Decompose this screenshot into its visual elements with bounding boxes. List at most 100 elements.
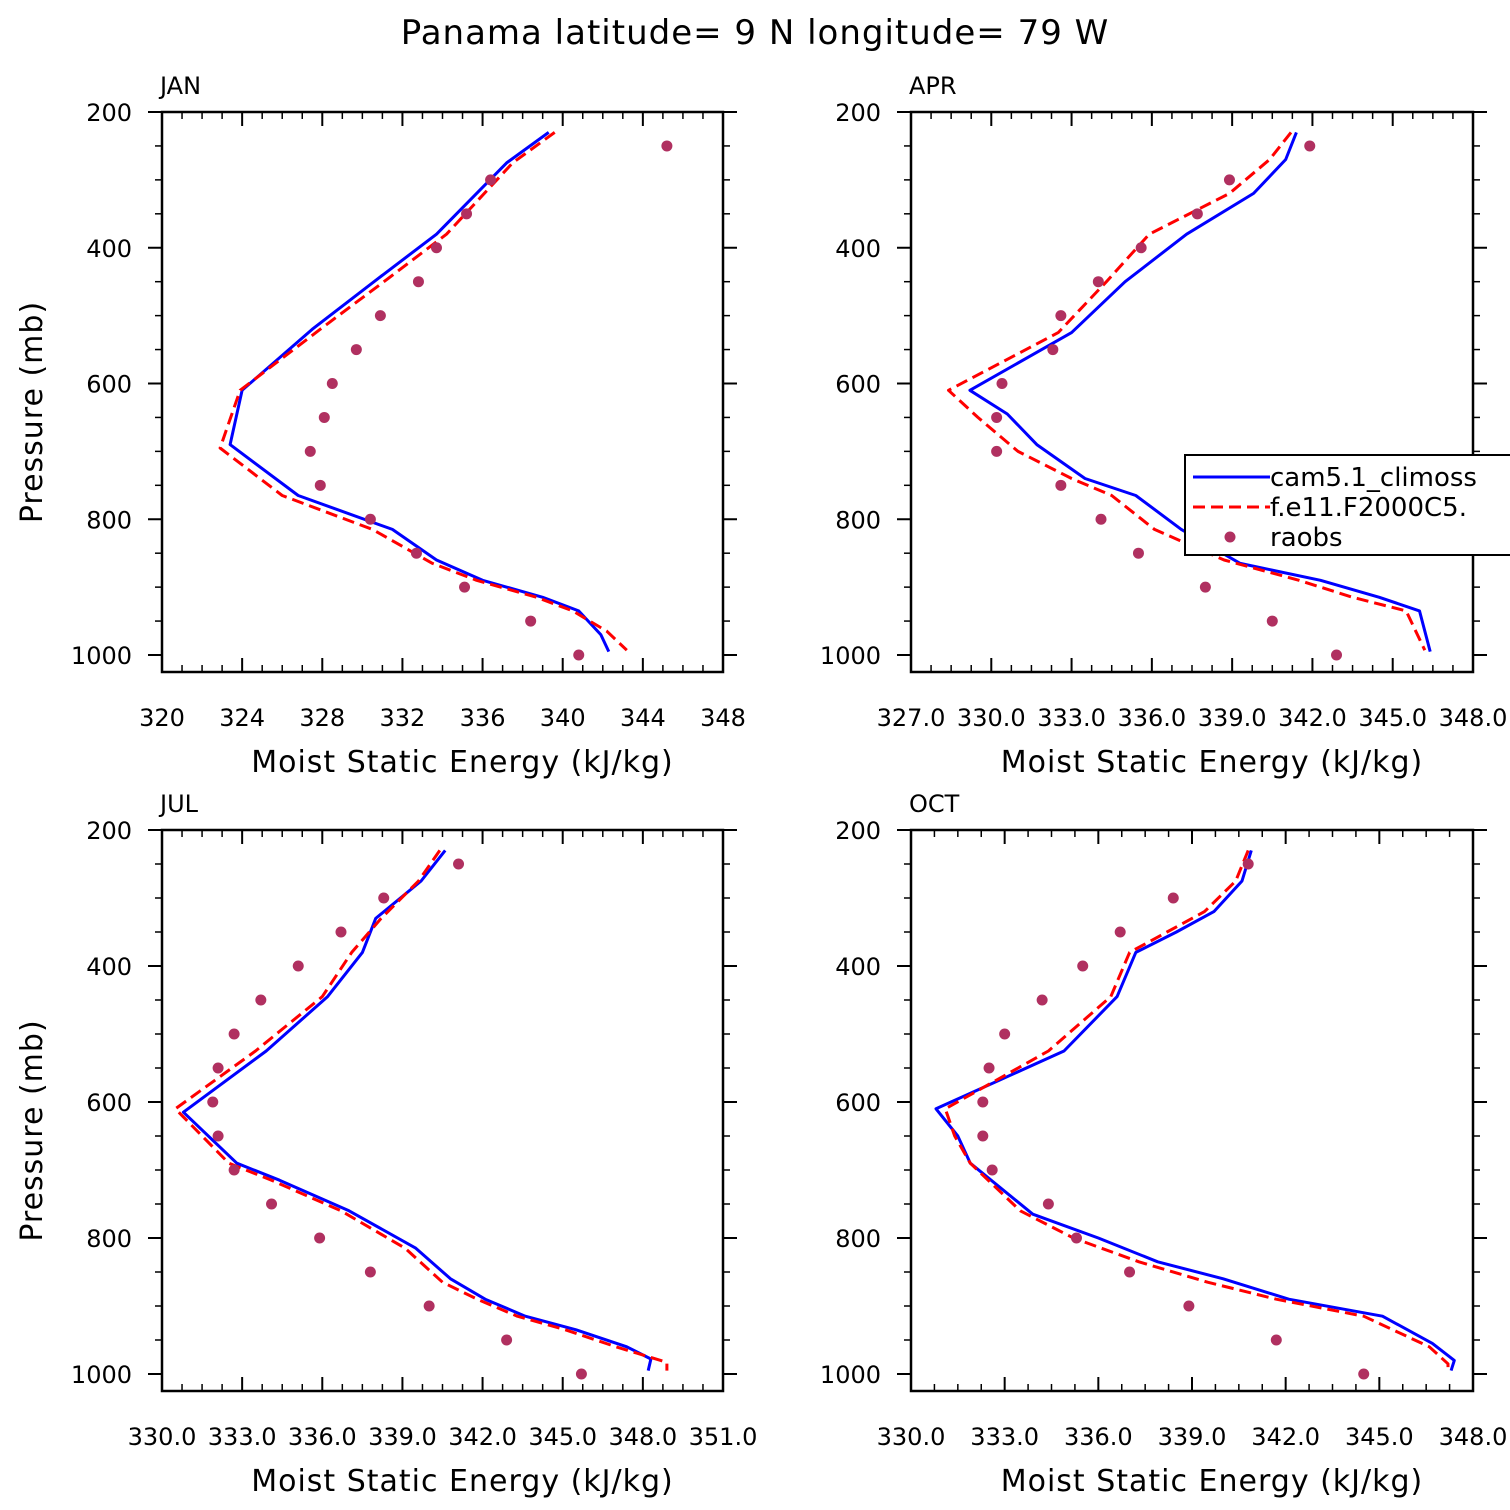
raobs-point <box>1070 1232 1082 1244</box>
raobs-point <box>573 649 585 661</box>
series-line-f-e11 <box>218 131 628 652</box>
raobs-point <box>1331 649 1343 661</box>
x-tick-label: 339.0 <box>368 1423 437 1451</box>
series-raobs <box>977 858 1370 1380</box>
legend-label: raobs <box>1270 523 1343 553</box>
raobs-point <box>1036 994 1048 1006</box>
series-line-f-e11 <box>943 849 1450 1371</box>
raobs-point <box>1304 140 1316 152</box>
panel-oct: OCT 330.0 333.0 336.0 339.0 342.0 345.0 348.0 20… <box>820 790 1507 1499</box>
raobs-point <box>485 174 497 186</box>
x-tick-label: 345.0 <box>1358 704 1427 732</box>
raobs-point <box>1077 960 1089 972</box>
raobs-point <box>1124 1266 1136 1278</box>
x-tick-label: 327.0 <box>877 704 946 732</box>
raobs-point <box>423 1300 435 1312</box>
x-tick-label: 351.0 <box>689 1423 758 1451</box>
series-line-cam5 <box>968 131 1432 652</box>
x-tick-label: 340 <box>540 704 586 732</box>
legend-box <box>1184 454 1510 556</box>
raobs-point <box>228 1028 240 1040</box>
raobs-point <box>430 242 442 254</box>
raobs-point <box>1223 174 1235 186</box>
y-tick-label: 1000 <box>820 1361 881 1389</box>
x-tick-label: 336 <box>460 704 506 732</box>
series-line-f-e11 <box>947 131 1427 651</box>
raobs-point <box>1242 858 1254 870</box>
raobs-point <box>292 960 304 972</box>
y-axis-label: Pressure (mb) <box>15 1019 50 1241</box>
raobs-point <box>255 994 267 1006</box>
raobs-point <box>410 547 422 559</box>
raobs-point <box>1135 242 1147 254</box>
y-tick-label: 400 <box>835 953 881 981</box>
raobs-point <box>991 411 1003 423</box>
legend-label: f.e11.F2000C5. <box>1270 493 1467 523</box>
panel-apr: APR 327.0 330.0 333.0 336.0 339.0 342.0 345.0 34… <box>820 72 1507 780</box>
panel-title: APR <box>909 72 957 100</box>
raobs-point <box>1042 1198 1054 1210</box>
raobs-point <box>1055 310 1067 322</box>
x-tick-label: 339.0 <box>1158 1423 1227 1451</box>
raobs-point <box>207 1096 219 1108</box>
x-tick-label: 324 <box>219 704 265 732</box>
raobs-point <box>977 1096 989 1108</box>
raobs-point <box>1047 344 1059 356</box>
series-raobs <box>991 140 1343 661</box>
raobs-point <box>991 445 1003 457</box>
raobs-point <box>1092 276 1104 288</box>
panel-title: JAN <box>158 72 201 100</box>
raobs-point <box>374 310 386 322</box>
raobs-point <box>999 1028 1011 1040</box>
y-tick-label: 200 <box>86 99 132 127</box>
y-tick-label: 800 <box>86 1225 132 1253</box>
raobs-point <box>326 378 338 389</box>
x-tick-label: 336.0 <box>1117 704 1186 732</box>
plot-frame <box>160 828 725 1393</box>
raobs-point <box>453 858 465 870</box>
x-axis-label: Moist Static Energy (kJ/kg) <box>251 745 674 780</box>
y-tick-label: 600 <box>835 371 881 399</box>
y-tick-label: 600 <box>86 1089 132 1117</box>
x-tick-label: 332 <box>380 704 426 732</box>
raobs-point <box>459 581 471 593</box>
series-line-cam5 <box>934 849 1456 1372</box>
y-tick-label: 800 <box>835 1225 881 1253</box>
x-tick-label: 348.0 <box>608 1423 677 1451</box>
y-tick-label: 800 <box>86 506 132 534</box>
x-tick-label: 330.0 <box>957 704 1026 732</box>
legend-swatch <box>1224 531 1236 543</box>
raobs-point <box>350 344 362 356</box>
raobs-point <box>575 1368 587 1380</box>
raobs-point <box>228 1164 240 1176</box>
raobs-point <box>378 892 390 904</box>
raobs-point <box>1055 479 1067 491</box>
raobs-point <box>364 513 376 525</box>
raobs-point <box>1358 1368 1370 1380</box>
x-tick-label: 342.0 <box>1251 1423 1320 1451</box>
x-tick-label: 345.0 <box>528 1423 597 1451</box>
x-tick-label: 345.0 <box>1345 1423 1414 1451</box>
y-tick-label: 600 <box>86 371 132 399</box>
legend-label: cam5.1_climoss <box>1270 463 1477 493</box>
panel-title: JUL <box>158 790 199 818</box>
raobs-point <box>304 445 316 457</box>
raobs-point <box>412 276 424 288</box>
x-axis-label: Moist Static Energy (kJ/kg) <box>251 1464 674 1499</box>
y-tick-label: 400 <box>835 235 881 263</box>
y-tick-label: 400 <box>86 953 132 981</box>
x-tick-label: 333.0 <box>970 1423 1039 1451</box>
series-raobs <box>304 140 673 661</box>
raobs-point <box>986 1164 998 1176</box>
raobs-point <box>1183 1300 1195 1312</box>
x-tick-label: 348.0 <box>1439 1423 1508 1451</box>
x-tick-label: 348.0 <box>1439 704 1508 732</box>
raobs-point <box>1132 547 1144 559</box>
raobs-point <box>661 140 673 152</box>
raobs-point <box>983 1062 995 1074</box>
plot-frame <box>909 110 1475 674</box>
raobs-point <box>266 1198 278 1210</box>
plot-frame <box>160 110 725 674</box>
panel-title: OCT <box>909 790 960 818</box>
